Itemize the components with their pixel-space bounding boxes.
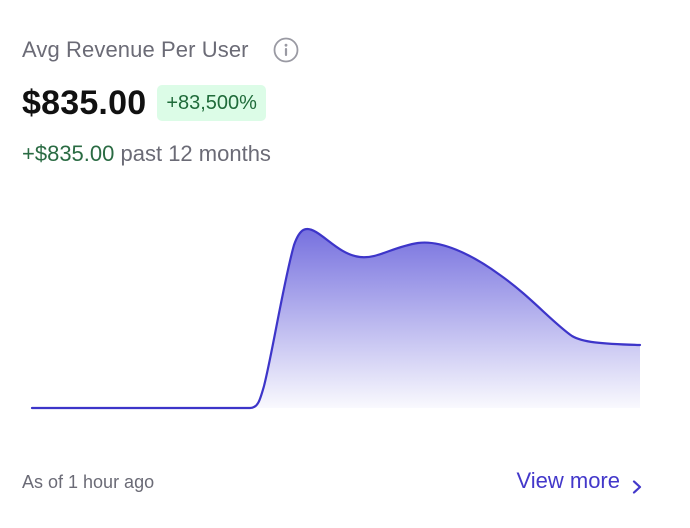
change-summary: +$835.00 past 12 months xyxy=(22,139,271,169)
change-percent-badge: +83,500% xyxy=(157,85,266,121)
change-period: past 12 months xyxy=(120,141,271,166)
view-more-link[interactable]: View more xyxy=(516,468,644,494)
change-amount: +$835.00 xyxy=(22,141,115,166)
updated-timestamp: As of 1 hour ago xyxy=(22,472,155,492)
chevron-right-icon xyxy=(630,474,644,494)
title-row: Avg Revenue Per User xyxy=(22,33,299,67)
card-title: Avg Revenue Per User xyxy=(22,37,249,62)
sparkline-chart xyxy=(30,227,642,410)
info-icon[interactable] xyxy=(273,37,299,63)
sparkline-line xyxy=(30,227,642,410)
metric-value: $835.00 xyxy=(22,83,147,122)
value-row: $835.00 +83,500% xyxy=(22,82,266,124)
view-more-label: View more xyxy=(516,468,620,493)
sparkline-area xyxy=(32,228,640,408)
